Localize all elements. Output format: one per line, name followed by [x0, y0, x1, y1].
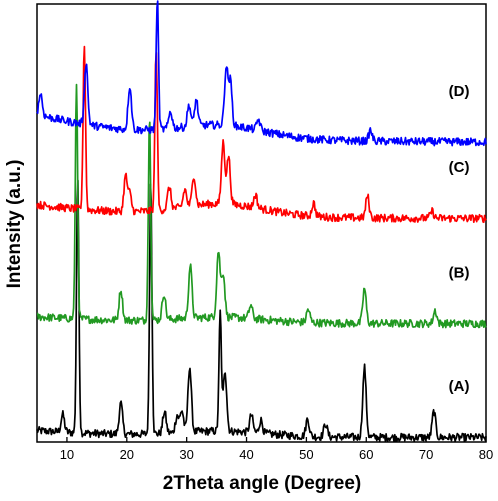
x-tick-label: 80	[479, 447, 493, 462]
x-axis-title: 2Theta angle (Degree)	[163, 473, 362, 494]
series-line-c	[36, 45, 487, 224]
x-ticks: 10 20 30 40 50 60 70 80	[60, 437, 493, 462]
y-axis-title: Intensity (a.u.)	[4, 160, 25, 289]
series-line-b	[36, 83, 487, 329]
series-line-a	[36, 179, 487, 443]
series-label: (B)	[449, 264, 470, 281]
series-label: (C)	[449, 159, 470, 176]
x-tick-label: 20	[120, 447, 134, 462]
series-label: (D)	[449, 83, 470, 100]
x-tick-label: 60	[359, 447, 373, 462]
plot-area	[36, 3, 487, 443]
x-tick-label: 50	[299, 447, 313, 462]
x-tick-label: 70	[419, 447, 433, 462]
series-labels: (A) (B) (C) (D)	[449, 83, 470, 395]
series-label: (A)	[449, 378, 470, 395]
series-line-d	[36, 0, 487, 147]
x-tick-label: 30	[179, 447, 193, 462]
x-tick-label: 40	[239, 447, 253, 462]
series-layer	[36, 0, 487, 443]
x-tick-label: 10	[60, 447, 74, 462]
